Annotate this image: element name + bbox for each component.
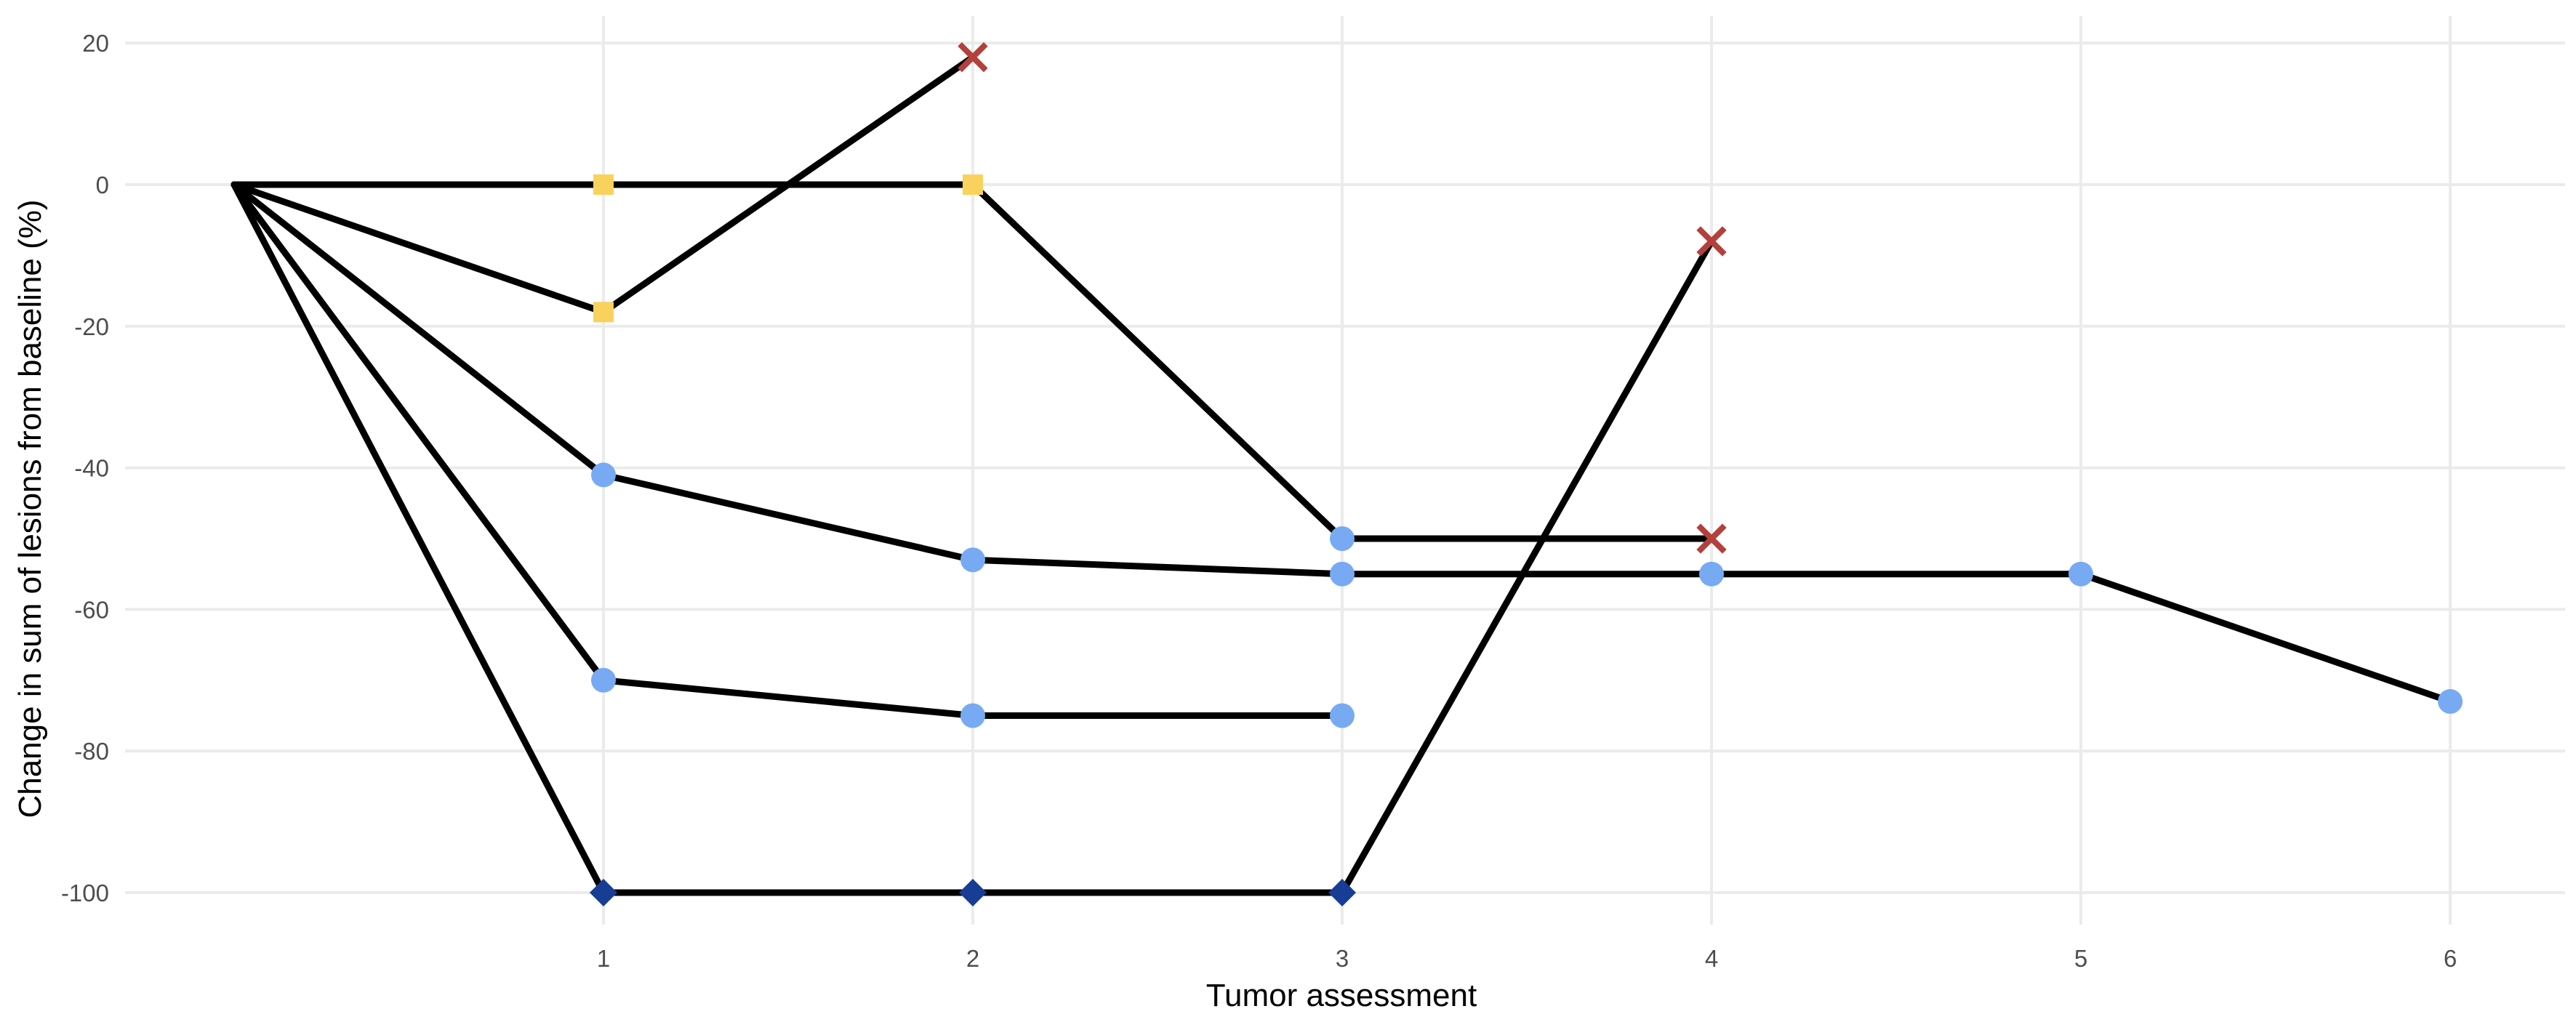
x-axis-title: Tumor assessment bbox=[1206, 978, 1477, 1013]
y-tick-label: -20 bbox=[74, 313, 109, 340]
cross-marker bbox=[1696, 226, 1727, 257]
y-tick-labels: 20 0 -20 -40 -60 -80 -100 bbox=[61, 30, 109, 906]
square-marker bbox=[593, 174, 614, 195]
y-tick-label: -60 bbox=[74, 596, 109, 623]
square-marker bbox=[963, 174, 983, 195]
y-tick-label: 0 bbox=[96, 172, 109, 198]
y-tick-label: 20 bbox=[82, 30, 109, 57]
circle-marker bbox=[1699, 561, 1724, 587]
x-tick-label: 3 bbox=[1336, 945, 1349, 972]
x-tick-label: 6 bbox=[2444, 945, 2457, 972]
x-tick-label: 4 bbox=[1705, 945, 1718, 972]
x-grid-lines bbox=[602, 16, 2452, 925]
circle-marker bbox=[1330, 703, 1355, 728]
y-tick-label: -100 bbox=[61, 880, 109, 906]
circle-marker bbox=[1330, 526, 1355, 551]
series-line-4 bbox=[230, 181, 1346, 719]
circle-marker bbox=[2438, 689, 2463, 715]
x-tick-labels: 1 2 3 4 5 6 bbox=[597, 945, 2457, 972]
circle-marker bbox=[1330, 561, 1355, 587]
series-markers bbox=[590, 42, 2463, 906]
x-tick-label: 2 bbox=[966, 945, 979, 972]
diamond-marker bbox=[959, 879, 987, 906]
circle-marker bbox=[591, 667, 616, 693]
circle-marker bbox=[960, 547, 985, 573]
y-axis-title: Change in sum of lesions from baseline (… bbox=[12, 199, 48, 818]
y-tick-label: -80 bbox=[74, 738, 109, 765]
cross-marker bbox=[958, 42, 988, 73]
diamond-marker bbox=[590, 879, 617, 906]
circle-marker bbox=[591, 462, 616, 488]
square-marker bbox=[593, 302, 614, 323]
circle-marker bbox=[2069, 561, 2093, 587]
x-tick-label: 1 bbox=[597, 945, 610, 972]
y-tick-label: -40 bbox=[74, 455, 109, 482]
x-tick-label: 5 bbox=[2074, 945, 2087, 972]
diamond-marker bbox=[1328, 879, 1356, 906]
cross-marker bbox=[1696, 523, 1727, 554]
circle-marker bbox=[960, 703, 985, 728]
